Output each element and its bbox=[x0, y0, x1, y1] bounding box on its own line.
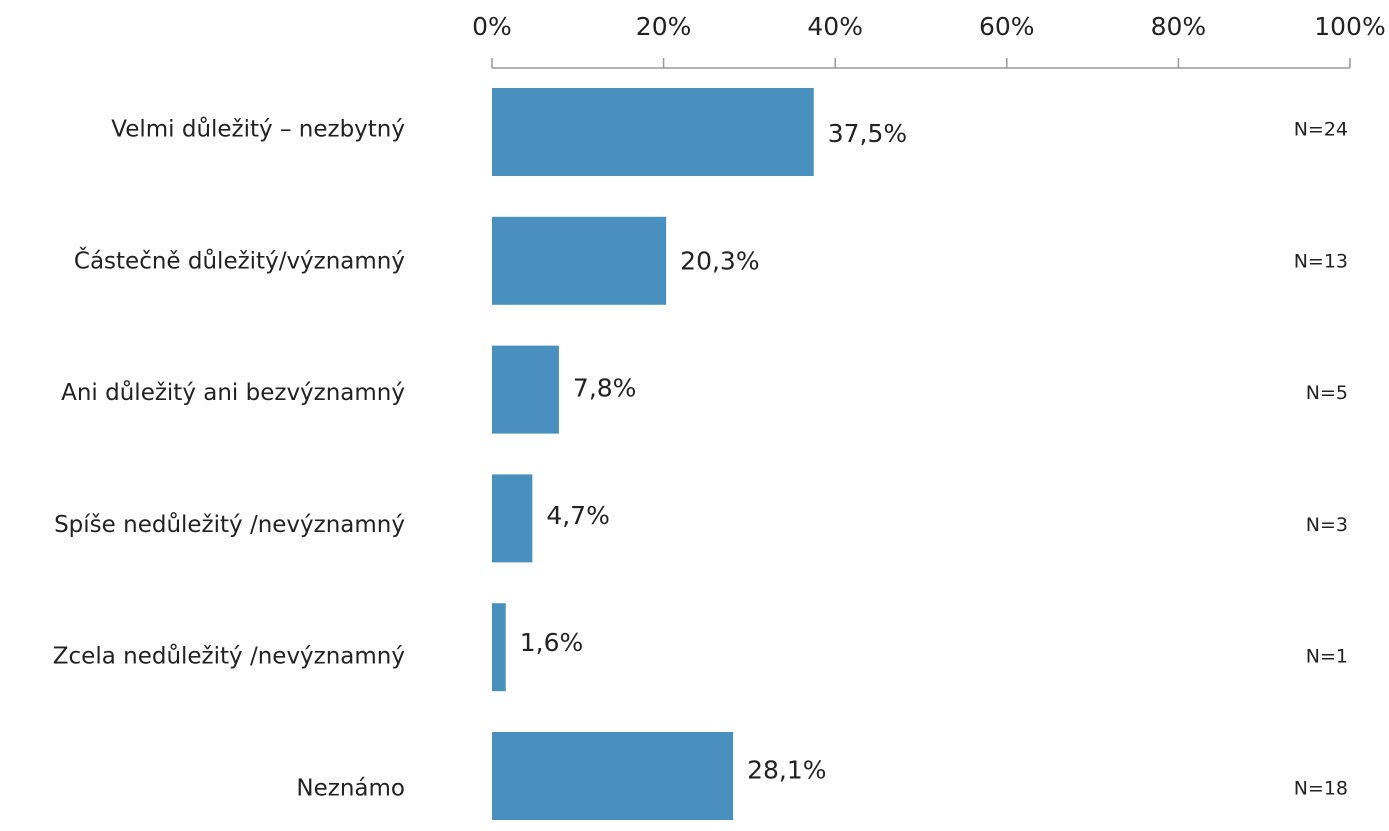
n-label: N=24 bbox=[1294, 119, 1348, 141]
category-label: Ani důležitý ani bezvýznamný bbox=[61, 379, 405, 406]
n-label: N=1 bbox=[1306, 646, 1348, 668]
value-label: 37,5% bbox=[828, 119, 907, 148]
category-label: Zcela nedůležitý /nevýznamný bbox=[53, 643, 405, 670]
x-tick-label: 80% bbox=[1151, 12, 1207, 41]
value-label: 7,8% bbox=[573, 374, 637, 403]
bar bbox=[492, 345, 559, 434]
x-tick-label: 40% bbox=[807, 12, 863, 41]
category-label: Částečně důležitý/významný bbox=[74, 246, 405, 274]
bar bbox=[492, 88, 814, 176]
category-label: Spíše nedůležitý /nevýznamný bbox=[54, 511, 405, 538]
value-label: 1,6% bbox=[520, 628, 584, 657]
value-label: 4,7% bbox=[546, 501, 610, 530]
value-label: 28,1% bbox=[747, 756, 826, 785]
x-tick-label: 60% bbox=[979, 12, 1035, 41]
bar bbox=[492, 603, 506, 692]
x-tick-label: 100% bbox=[1314, 12, 1385, 41]
x-tick-label: 20% bbox=[636, 12, 692, 41]
category-label: Velmi důležitý – nezbytný bbox=[111, 116, 405, 143]
n-label: N=3 bbox=[1306, 514, 1348, 536]
value-label: 20,3% bbox=[680, 246, 759, 275]
n-label: N=18 bbox=[1294, 778, 1348, 800]
x-tick-label: 0% bbox=[472, 12, 512, 41]
category-label: Neznámo bbox=[296, 776, 405, 802]
bar bbox=[492, 732, 734, 820]
bar bbox=[492, 216, 667, 305]
n-label: N=5 bbox=[1306, 382, 1348, 404]
bar bbox=[492, 474, 533, 563]
n-label: N=13 bbox=[1294, 250, 1348, 272]
